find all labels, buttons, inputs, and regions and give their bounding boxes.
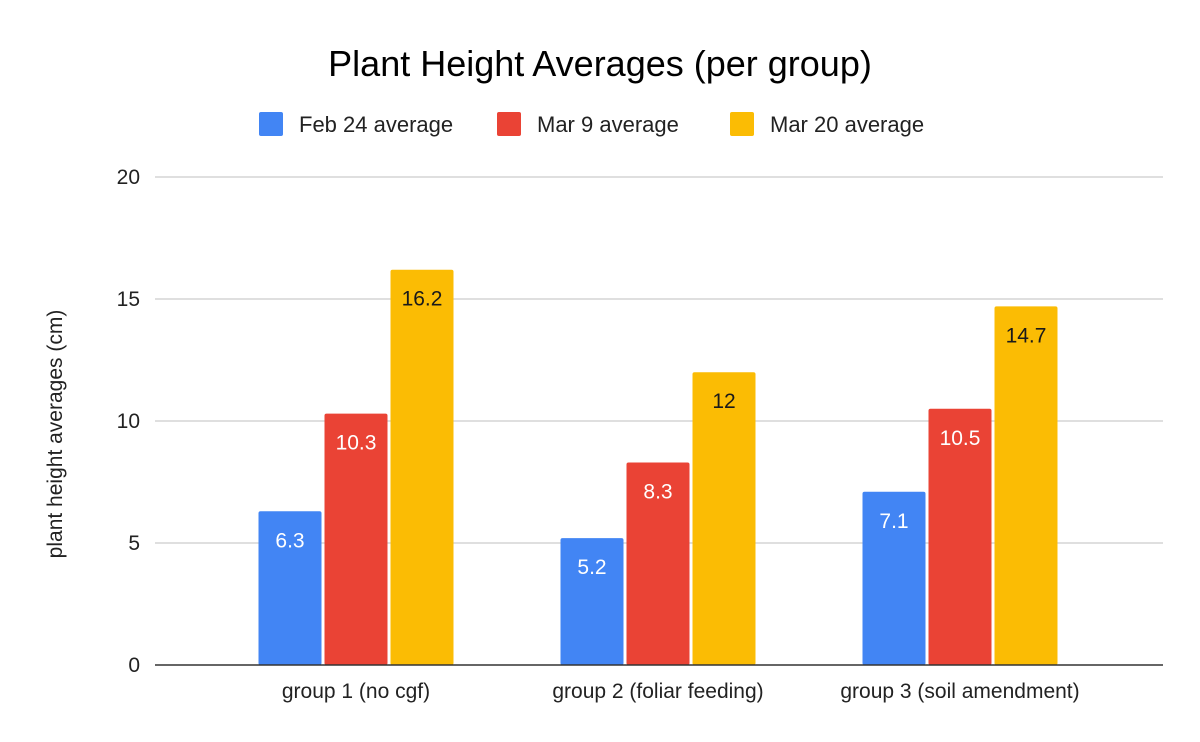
data-label: 10.5 — [940, 427, 981, 450]
data-label: 14.7 — [1006, 324, 1047, 347]
legend-label: Mar 20 average — [770, 112, 924, 137]
data-label: 12 — [712, 390, 735, 413]
bar-mar-9-average-3 — [928, 408, 992, 665]
bar-feb-24-average-2 — [560, 538, 624, 665]
bar-feb-24-average-3 — [862, 491, 926, 665]
data-label: 10.3 — [336, 432, 377, 455]
data-label: 8.3 — [643, 480, 672, 503]
x-tick-label: group 3 (soil amendment) — [840, 680, 1079, 703]
data-labels: 6.3 10.3 16.2 5.2 8.3 12 7.1 10.5 14.7 — [275, 288, 1046, 579]
legend-swatch — [259, 112, 283, 136]
y-tick-label: 10 — [117, 410, 140, 433]
data-label: 6.3 — [275, 529, 304, 552]
chart-title: Plant Height Averages (per group) — [328, 43, 872, 84]
y-tick-label: 5 — [128, 532, 140, 555]
bar-mar-9-average-1 — [324, 413, 388, 665]
bar-mar-20-average-2 — [692, 372, 756, 665]
y-axis-ticks: 0 5 10 15 20 — [117, 166, 140, 677]
y-tick-label: 20 — [117, 166, 140, 189]
x-tick-label: group 1 (no cgf) — [282, 680, 430, 703]
data-label: 5.2 — [577, 556, 606, 579]
data-label: 7.1 — [879, 510, 908, 533]
x-axis-categories: group 1 (no cgf) group 2 (foliar feeding)… — [282, 680, 1080, 703]
y-axis-label: plant height averages (cm) — [44, 310, 67, 559]
legend-swatch — [730, 112, 754, 136]
bar-mar-20-average-3 — [994, 306, 1058, 665]
x-tick-label: group 2 (foliar feeding) — [552, 680, 763, 703]
y-tick-label: 0 — [128, 654, 140, 677]
y-tick-label: 15 — [117, 288, 140, 311]
legend-swatch — [497, 112, 521, 136]
bar-mar-20-average-1 — [390, 269, 454, 665]
bars — [258, 269, 1058, 665]
legend-label: Mar 9 average — [537, 112, 679, 137]
legend-label: Feb 24 average — [299, 112, 453, 137]
bar-feb-24-average-1 — [258, 511, 322, 665]
data-label: 16.2 — [402, 288, 443, 311]
legend: Feb 24 average Mar 9 average Mar 20 averag… — [259, 112, 924, 137]
bar-mar-9-average-2 — [626, 462, 690, 665]
